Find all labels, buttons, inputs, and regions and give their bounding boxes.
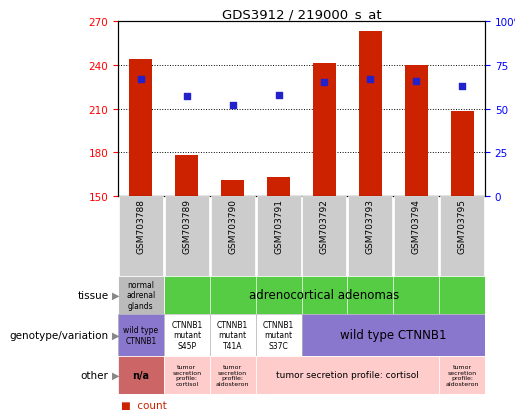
Text: adrenocortical adenomas: adrenocortical adenomas: [249, 289, 400, 302]
Text: CTNNB1
mutant
S45P: CTNNB1 mutant S45P: [171, 320, 202, 350]
Title: GDS3912 / 219000_s_at: GDS3912 / 219000_s_at: [221, 8, 381, 21]
Text: ▶: ▶: [112, 330, 119, 340]
Bar: [119, 197, 163, 276]
Bar: [118, 356, 164, 394]
Text: other: other: [81, 370, 109, 380]
Bar: [439, 356, 485, 394]
Text: tissue: tissue: [78, 290, 109, 300]
Point: [229, 102, 237, 109]
Text: GSM703794: GSM703794: [411, 199, 421, 254]
Text: GSM703792: GSM703792: [320, 199, 329, 254]
Bar: [440, 197, 484, 276]
Point: [366, 76, 374, 83]
Text: ▶: ▶: [112, 290, 119, 300]
Bar: [348, 197, 392, 276]
Bar: [405, 66, 427, 197]
Point: [183, 94, 191, 100]
Bar: [394, 197, 438, 276]
Bar: [118, 276, 164, 314]
Bar: [221, 180, 244, 197]
Bar: [267, 178, 290, 197]
Bar: [118, 314, 164, 356]
Point: [137, 76, 145, 83]
Bar: [255, 314, 301, 356]
Bar: [164, 356, 210, 394]
Text: tumor
secretion
profile:
aldosteron: tumor secretion profile: aldosteron: [445, 364, 479, 386]
Bar: [451, 112, 473, 197]
Text: GSM703788: GSM703788: [136, 199, 145, 254]
Text: genotype/variation: genotype/variation: [10, 330, 109, 340]
Text: n/a: n/a: [132, 370, 149, 380]
Text: tumor
secretion
profile:
aldosteron: tumor secretion profile: aldosteron: [216, 364, 249, 386]
Text: wild type
CTNNB1: wild type CTNNB1: [124, 325, 159, 345]
Text: GSM703790: GSM703790: [228, 199, 237, 254]
Bar: [175, 156, 198, 197]
Text: wild type CTNNB1: wild type CTNNB1: [340, 329, 447, 342]
Text: normal
adrenal
glands: normal adrenal glands: [126, 280, 156, 310]
Bar: [302, 197, 347, 276]
Text: ▶: ▶: [112, 370, 119, 380]
Bar: [164, 276, 485, 314]
Bar: [255, 356, 439, 394]
Point: [412, 78, 420, 85]
Text: GSM703795: GSM703795: [457, 199, 467, 254]
Text: GSM703791: GSM703791: [274, 199, 283, 254]
Bar: [211, 197, 255, 276]
Text: GSM703789: GSM703789: [182, 199, 191, 254]
Bar: [165, 197, 209, 276]
Point: [458, 83, 466, 90]
Bar: [256, 197, 301, 276]
Text: CTNNB1
mutant
T41A: CTNNB1 mutant T41A: [217, 320, 248, 350]
Bar: [301, 314, 485, 356]
Text: tumor secretion profile: cortisol: tumor secretion profile: cortisol: [276, 370, 419, 380]
Bar: [210, 356, 255, 394]
Point: [274, 92, 283, 99]
Text: CTNNB1
mutant
S37C: CTNNB1 mutant S37C: [263, 320, 294, 350]
Bar: [210, 314, 255, 356]
Point: [320, 80, 329, 86]
Bar: [129, 60, 152, 197]
Bar: [313, 64, 336, 197]
Bar: [359, 32, 382, 197]
Text: GSM703793: GSM703793: [366, 199, 375, 254]
Text: ■  count: ■ count: [121, 400, 166, 410]
Bar: [164, 314, 210, 356]
Text: tumor
secretion
profile:
cortisol: tumor secretion profile: cortisol: [172, 364, 201, 386]
